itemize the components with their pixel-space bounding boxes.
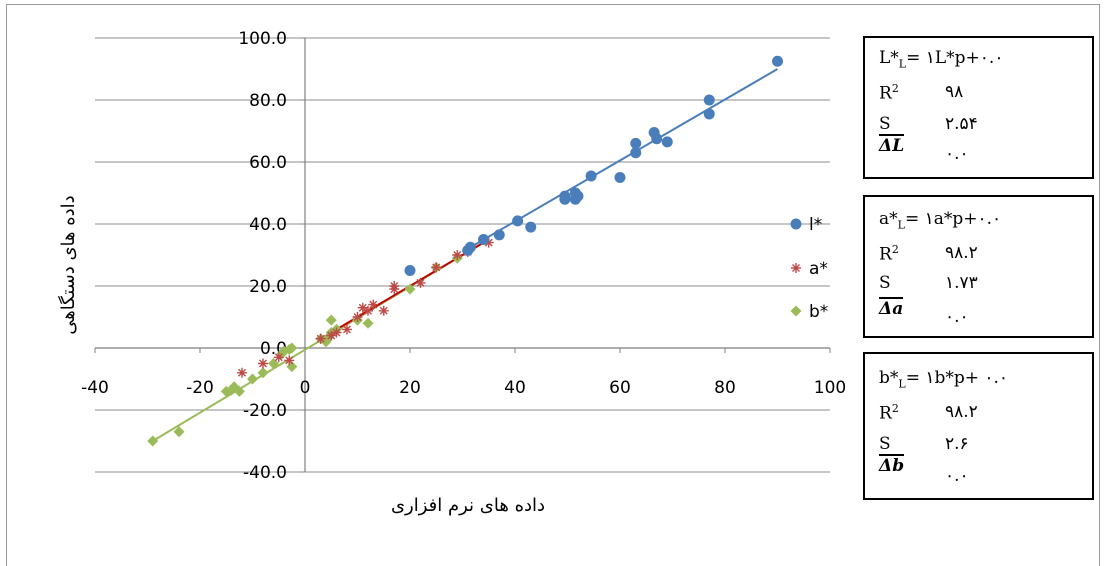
point-a: [331, 327, 342, 338]
point-l: [572, 190, 584, 202]
point-a: [237, 367, 247, 378]
point-l: [512, 215, 524, 227]
point-a: [368, 299, 379, 310]
point-a: [483, 237, 494, 248]
point-l: [585, 170, 597, 182]
point-a: [431, 262, 442, 273]
point-b: [362, 317, 374, 329]
y-tick-label: -20.0: [243, 401, 287, 421]
point-a: [389, 281, 400, 291]
point-b: [173, 426, 185, 438]
equation-formula: L*L= ۱L*p+۰.۰: [879, 48, 1004, 71]
legend-marker-a: [791, 263, 801, 273]
y-axis-title: داده های دستگاهی: [57, 195, 79, 334]
x-tick-label: -20: [186, 378, 214, 398]
legend-label-b: b*: [809, 302, 828, 322]
equation-box-a: a*L= ۱a*p+۰.۰ R2 ۹۸.۲ S ۱.۷۳ Δa ۰.۰: [863, 195, 1094, 338]
s-label: S: [879, 114, 891, 134]
y-tick-label: 100.0: [238, 29, 287, 49]
point-a: [284, 355, 295, 366]
y-tick-label: 80.0: [249, 91, 287, 111]
y-tick-label: 20.0: [249, 277, 287, 297]
point-b: [286, 342, 298, 354]
point-a: [452, 250, 463, 260]
x-tick-label: -40: [81, 378, 109, 398]
delta-label: Δb: [879, 454, 905, 476]
y-tick-label: 60.0: [249, 153, 287, 173]
gridlines: [95, 37, 830, 473]
point-l: [559, 190, 571, 202]
legend: l* a* b*: [790, 215, 828, 322]
delta-value: ۰.۰: [945, 307, 969, 327]
x-tick-label: 40: [504, 378, 526, 398]
s-label: S: [879, 434, 891, 454]
point-l: [464, 241, 476, 253]
point-a: [378, 305, 389, 316]
x-tick-label: 60: [609, 378, 631, 398]
x-axis-title: داده های نرم افزاری: [391, 495, 545, 516]
delta-value: ۰.۰: [945, 144, 969, 164]
point-l: [703, 94, 715, 106]
point-b: [147, 435, 159, 447]
chart-frame: [6, 4, 1100, 566]
y-tick-label: 40.0: [249, 215, 287, 235]
equation-formula: b*L= ۱b*p+ ۰.۰: [879, 368, 1009, 391]
equation-box-b: b*L= ۱b*p+ ۰.۰ R2 ۹۸.۲ S ۲.۶ Δb ۰.۰: [863, 352, 1094, 500]
x-tick-label: 20: [399, 378, 421, 398]
point-a: [352, 312, 363, 322]
y-tick-label: -40.0: [243, 463, 287, 483]
point-a: [363, 305, 373, 316]
point-a: [258, 358, 268, 369]
point-b: [247, 373, 258, 385]
point-l: [614, 172, 626, 183]
delta-value: ۰.۰: [945, 466, 969, 486]
legend-label-a: a*: [809, 259, 828, 279]
point-b: [404, 283, 416, 295]
s-value: ۱.۷۳: [945, 273, 978, 293]
point-l: [493, 229, 505, 241]
equation-formula: a*L= ۱a*p+۰.۰: [879, 209, 1002, 232]
r2-label: R2: [879, 243, 899, 265]
r2-value: ۹۸: [945, 82, 964, 102]
point-a: [415, 277, 426, 288]
x-tick-label: 100: [814, 378, 846, 398]
legend-marker-l: [790, 218, 802, 230]
s-value: ۲.۵۴: [945, 114, 978, 134]
point-b: [233, 385, 245, 397]
point-a: [273, 352, 284, 363]
legend-marker-b: [790, 305, 802, 317]
r2-label: R2: [879, 402, 899, 424]
point-l: [651, 133, 663, 145]
point-l: [525, 221, 537, 233]
r2-value: ۹۸.۲: [945, 243, 978, 263]
point-b: [325, 314, 337, 326]
point-l: [772, 55, 783, 67]
point-b: [257, 367, 269, 379]
x-tick-label: 80: [714, 378, 736, 398]
point-a: [326, 330, 337, 341]
delta-label: Δa: [879, 297, 904, 319]
data-points: [147, 55, 783, 447]
point-l: [478, 234, 489, 245]
point-l: [630, 137, 642, 149]
s-value: ۲.۶: [945, 434, 969, 454]
r2-value: ۹۸.۲: [945, 402, 978, 422]
point-l: [404, 265, 416, 276]
point-l: [703, 108, 715, 120]
equation-box-l: L*L= ۱L*p+۰.۰ R2 ۹۸ S ۲.۵۴ ΔL ۰.۰: [863, 36, 1094, 179]
legend-label-l: l*: [809, 215, 822, 235]
point-a: [357, 302, 368, 313]
point-l: [661, 136, 673, 148]
point-a: [315, 333, 326, 344]
point-a: [342, 324, 352, 335]
x-tick-label: 0: [300, 378, 311, 398]
s-label: S: [879, 273, 891, 293]
r2-label: R2: [879, 82, 899, 104]
delta-label: ΔL: [879, 134, 905, 156]
point-l: [630, 147, 642, 159]
